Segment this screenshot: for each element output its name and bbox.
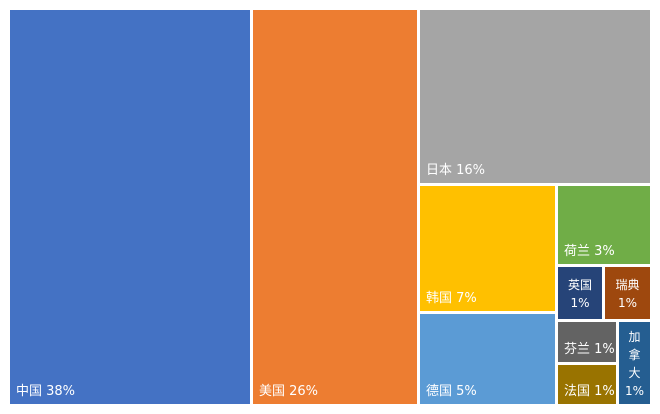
treemap-tile-germany bbox=[420, 314, 555, 404]
treemap-label-sweden: 瑞典 1% bbox=[615, 278, 639, 310]
treemap-tile-usa bbox=[253, 10, 417, 404]
treemap-tile-japan bbox=[420, 10, 650, 183]
treemap-label-finland: 芬兰 1% bbox=[564, 342, 615, 357]
treemap-tile-korea bbox=[420, 186, 555, 311]
treemap-label-germany: 德国 5% bbox=[426, 384, 477, 399]
treemap-label-uk: 英国 1% bbox=[568, 278, 592, 310]
treemap-tile-netherlands bbox=[558, 186, 650, 264]
treemap-label-france: 法国 1% bbox=[564, 384, 615, 399]
treemap-label-usa: 美国 26% bbox=[259, 384, 318, 399]
treemap-tile-uk bbox=[558, 267, 602, 319]
treemap-label-japan: 日本 16% bbox=[426, 163, 485, 178]
treemap-tile-france bbox=[558, 365, 616, 404]
treemap-tile-china bbox=[10, 10, 250, 404]
treemap-label-canada: 加拿大 1% bbox=[625, 330, 644, 398]
treemap-tile-finland bbox=[558, 322, 616, 362]
treemap-label-netherlands: 荷兰 3% bbox=[564, 244, 615, 259]
treemap-tile-sweden bbox=[605, 267, 650, 319]
treemap-tile-canada bbox=[619, 322, 650, 404]
treemap-label-china: 中国 38% bbox=[16, 384, 75, 399]
treemap-label-korea: 韩国 7% bbox=[426, 291, 477, 306]
